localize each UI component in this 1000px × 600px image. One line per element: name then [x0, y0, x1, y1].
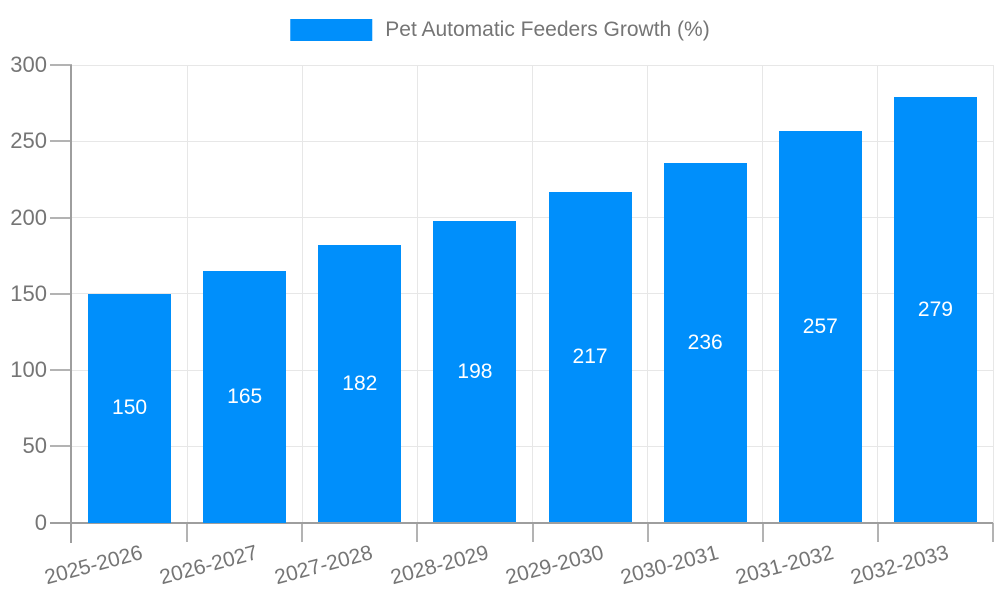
y-axis-label: 250	[10, 128, 47, 154]
x-axis-tick	[531, 523, 534, 542]
y-axis-tick	[50, 445, 72, 448]
x-gridline	[762, 65, 764, 523]
bar-value-label: 165	[227, 384, 263, 408]
bar-value-label: 236	[687, 330, 723, 354]
x-axis-tick	[301, 523, 304, 542]
y-axis-tick	[50, 140, 72, 143]
x-gridline	[416, 65, 418, 523]
bar-value-label: 150	[112, 396, 148, 420]
y-axis-label: 150	[10, 280, 47, 306]
x-gridline	[186, 65, 188, 523]
x-axis-label: 2029-2030	[502, 541, 606, 590]
bar-value-label: 182	[342, 371, 378, 395]
bar-value-label: 257	[802, 314, 838, 338]
x-gridline	[992, 65, 994, 523]
x-gridline	[647, 65, 649, 523]
x-axis-label: 2027-2028	[272, 541, 376, 590]
bar-value-label: 279	[917, 297, 953, 321]
bar[interactable]: 236	[663, 162, 747, 523]
x-axis-label: 2026-2027	[157, 541, 261, 590]
y-axis-tick	[50, 64, 72, 66]
y-axis-label: 0	[34, 509, 47, 535]
x-axis-label: 2030-2031	[617, 541, 721, 590]
y-axis-tick	[50, 292, 72, 295]
x-axis-label: 2031-2032	[733, 541, 837, 590]
bar[interactable]: 150	[88, 293, 172, 523]
legend-item[interactable]: Pet Automatic Feeders Growth (%)	[290, 18, 710, 42]
y-axis-label: 200	[10, 204, 47, 230]
y-axis-label: 50	[22, 433, 47, 459]
bar[interactable]: 165	[203, 270, 287, 523]
y-axis-tick	[50, 216, 72, 219]
x-axis-tick	[876, 523, 879, 542]
x-axis-tick	[761, 523, 764, 542]
y-axis-tick	[50, 369, 72, 371]
x-axis-label: 2032-2033	[848, 541, 952, 590]
x-axis-label: 2025-2026	[42, 541, 146, 590]
x-axis-tick	[186, 523, 189, 542]
x-axis-tick	[646, 523, 649, 542]
x-gridline	[532, 65, 533, 523]
legend-label: Pet Automatic Feeders Growth (%)	[385, 18, 710, 41]
x-gridline	[301, 65, 303, 523]
x-axis-label: 2028-2029	[387, 541, 491, 590]
bar[interactable]: 279	[893, 97, 977, 523]
y-axis-label: 300	[10, 52, 47, 77]
x-axis-tick	[992, 523, 994, 542]
legend-marker-swatch	[290, 19, 373, 41]
bar[interactable]: 182	[318, 244, 402, 523]
bar[interactable]: 198	[433, 220, 517, 523]
bar[interactable]: 217	[548, 191, 632, 523]
x-axis-tick	[416, 523, 419, 542]
y-axis-line	[70, 65, 72, 543]
bar-value-label: 198	[457, 359, 493, 383]
x-axis-line	[50, 521, 993, 524]
x-gridline	[877, 65, 879, 523]
bar[interactable]: 257	[778, 130, 862, 523]
y-axis-label: 100	[10, 357, 47, 382]
bar-value-label: 217	[572, 345, 608, 369]
